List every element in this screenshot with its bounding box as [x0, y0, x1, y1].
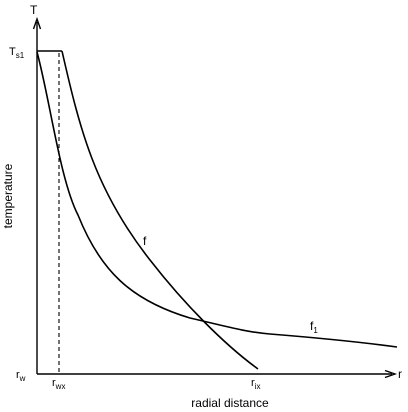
y-axis-arrow: [32, 16, 42, 30]
y-tick-ts1: Ts1: [9, 46, 25, 60]
x-tick-rix: rix: [251, 377, 260, 391]
x-axis-symbol: r: [398, 367, 402, 381]
curve-f: [61, 50, 259, 370]
y-axis-symbol: T: [30, 3, 38, 17]
curve-f-label: f: [143, 234, 147, 248]
x-axis-arrow: [384, 369, 398, 379]
curve-f1: [36, 51, 398, 348]
x-axis-title: radial distance: [191, 396, 269, 410]
x-tick-rwx: rwx: [52, 377, 65, 391]
origin-label-rw: rw: [16, 369, 26, 383]
y-axis-title: temperature: [1, 163, 15, 228]
curve-f1-label: f1: [310, 319, 318, 335]
